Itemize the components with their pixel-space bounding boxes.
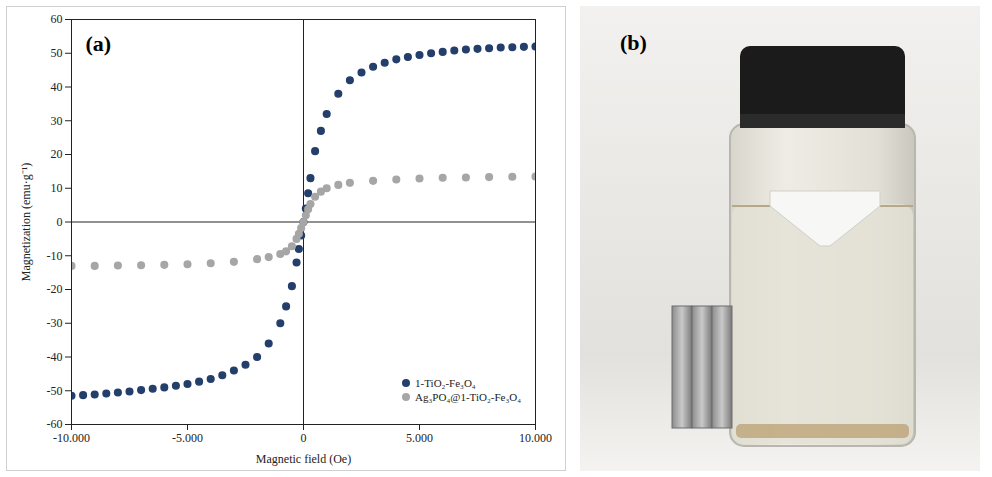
html-text:1-TiO₂-Fe₃O₄: 1-TiO₂-Fe₃O₄ — [415, 377, 476, 389]
svg-text:10.000: 10.000 — [519, 431, 552, 445]
svg-text:-20: -20 — [47, 282, 63, 296]
svg-text:0: 0 — [57, 215, 63, 229]
html-text:Ag₃PO₄@1-TiO₂-Fe₃O₄: Ag₃PO₄@1-TiO₂-Fe₃O₄ — [415, 391, 521, 403]
svg-text:30: 30 — [51, 114, 63, 128]
svg-text:-10: -10 — [47, 249, 63, 263]
svg-text:40: 40 — [51, 80, 63, 94]
svg-text:-60: -60 — [47, 417, 63, 431]
svg-text:60: 60 — [51, 12, 63, 26]
svg-text:-50: -50 — [47, 384, 63, 398]
svg-text:Magnetic field (Oe): Magnetic field (Oe) — [256, 452, 351, 466]
svg-text:20: 20 — [51, 147, 63, 161]
svg-text:-30: -30 — [47, 316, 63, 330]
svg-text:(a): (a) — [86, 31, 112, 56]
svg-text:10: 10 — [51, 181, 63, 195]
svg-text:50: 50 — [51, 46, 63, 60]
svg-text:-10.000: -10.000 — [53, 431, 90, 445]
svg-text:0: 0 — [301, 431, 307, 445]
svg-text:(b): (b) — [620, 30, 647, 55]
svg-text:-40: -40 — [47, 350, 63, 364]
svg-text:-5.000: -5.000 — [172, 431, 203, 445]
svg-text:5.000: 5.000 — [406, 431, 433, 445]
svg-text:Magnetization (emu·g⁻¹): Magnetization (emu·g⁻¹) — [19, 163, 33, 282]
